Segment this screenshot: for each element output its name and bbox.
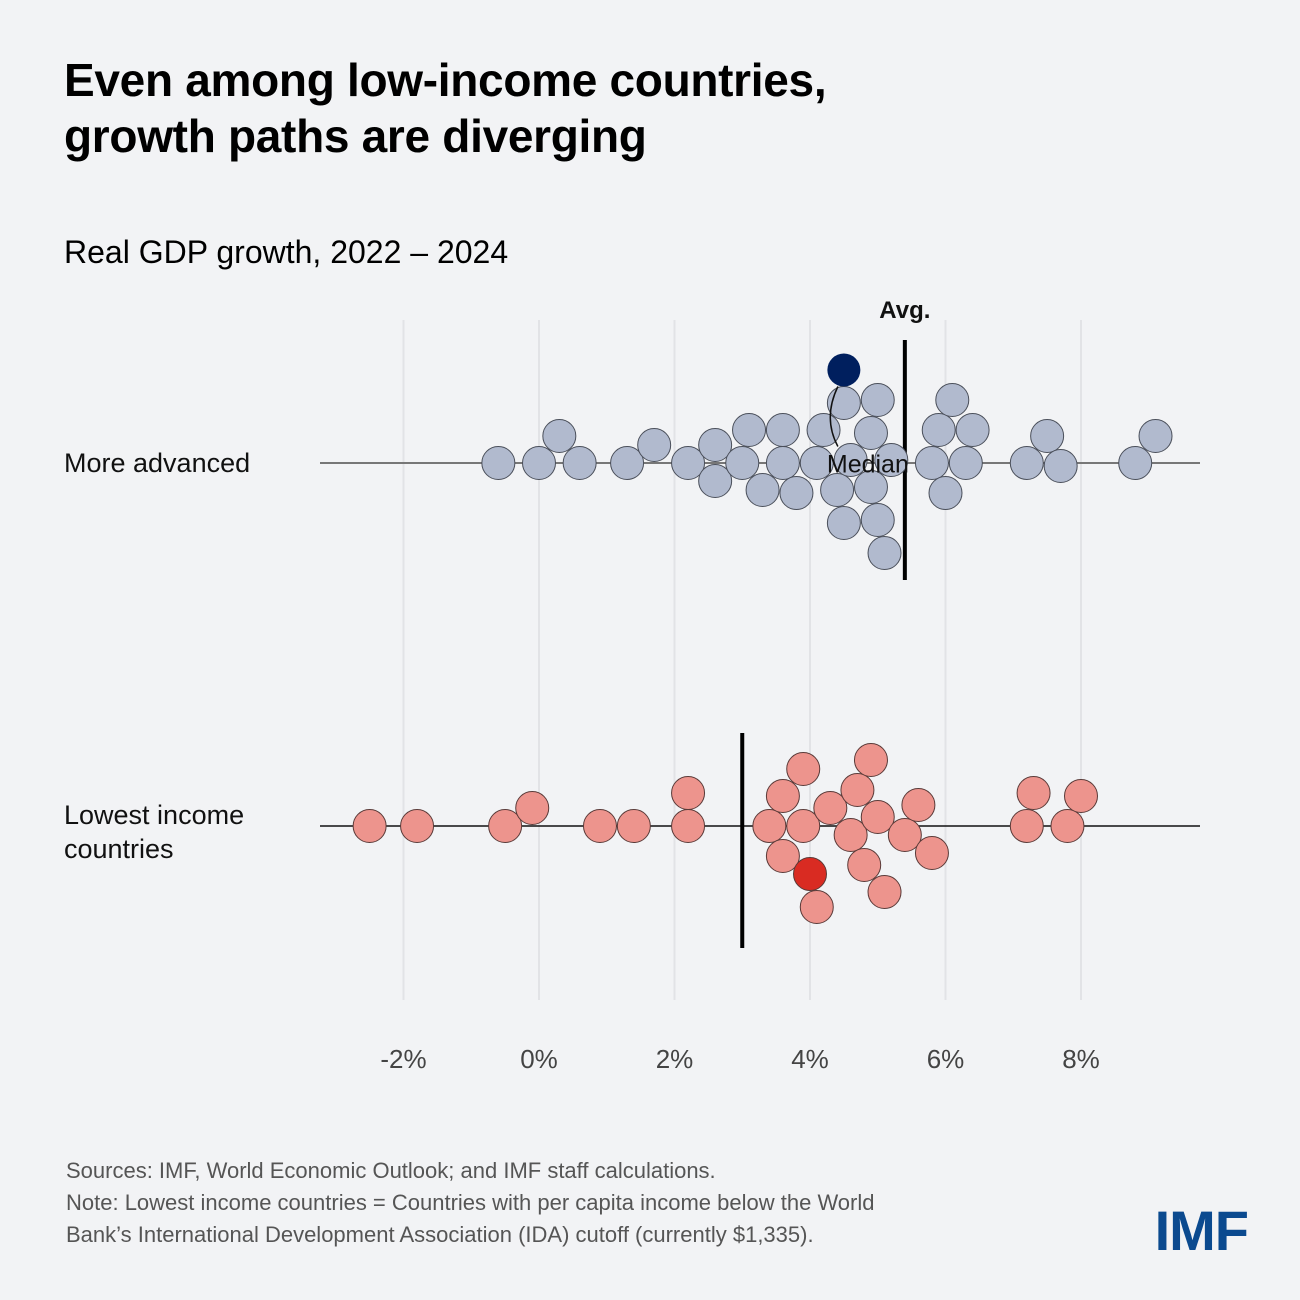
annotations: Avg. Median	[827, 297, 931, 479]
data-point-more-advanced	[921, 413, 956, 447]
definition-note-cont: Bank’s International Development Associa…	[66, 1222, 814, 1247]
data-point-more-advanced	[1118, 446, 1153, 480]
data-point-more-advanced	[1009, 446, 1044, 480]
row-label-line: More advanced	[64, 448, 251, 478]
x-tick-label: 8%	[1062, 1044, 1100, 1074]
row-label-more-advanced: More advanced	[64, 446, 250, 480]
chart-title-line: growth paths are diverging	[64, 110, 647, 162]
x-tick-label: 4%	[791, 1044, 829, 1074]
data-point-more-advanced	[698, 428, 733, 462]
data-point-more-advanced	[853, 470, 888, 504]
data-point-more-advanced	[562, 446, 597, 480]
data-point-lowest-income	[582, 809, 617, 843]
data-point-lowest-income	[765, 779, 800, 813]
data-point-more-advanced	[698, 464, 733, 498]
average-label: Avg.	[879, 297, 930, 324]
data-point-more-advanced	[860, 383, 895, 417]
data-point-lowest-income	[1050, 809, 1085, 843]
data-point-lowest-income	[860, 800, 895, 834]
data-point-lowest-income	[914, 836, 949, 870]
highlighted-data-point	[793, 857, 827, 891]
data-point-lowest-income	[813, 791, 848, 825]
data-point-lowest-income	[671, 776, 706, 810]
data-point-lowest-income	[847, 848, 882, 882]
data-point-more-advanced	[860, 503, 895, 537]
data-point-more-advanced	[867, 536, 902, 570]
data-point-more-advanced	[914, 446, 949, 480]
data-points	[352, 353, 1173, 924]
data-point-lowest-income	[833, 818, 868, 852]
data-point-more-advanced	[928, 476, 963, 510]
data-point-more-advanced	[820, 473, 855, 507]
data-point-more-advanced	[671, 446, 706, 480]
data-point-lowest-income	[1064, 779, 1098, 813]
footer-notes: Sources: IMF, World Economic Outlook; an…	[66, 1155, 1086, 1251]
data-point-more-advanced	[542, 419, 577, 453]
data-point-more-advanced	[833, 443, 868, 477]
data-point-lowest-income	[901, 788, 936, 822]
data-point-lowest-income	[853, 743, 888, 777]
median-dot	[827, 353, 861, 387]
data-point-lowest-income	[765, 839, 800, 873]
data-point-more-advanced	[637, 428, 672, 462]
data-point-more-advanced	[1030, 419, 1065, 453]
data-point-more-advanced	[806, 413, 841, 447]
data-point-more-advanced	[874, 443, 909, 477]
x-tick-label: 0%	[520, 1044, 558, 1074]
row-label-lowest-income: Lowest income countries	[64, 798, 244, 866]
data-point-lowest-income	[867, 875, 902, 909]
data-point-lowest-income	[400, 809, 435, 843]
data-point-lowest-income	[1009, 809, 1044, 843]
data-point-lowest-income	[887, 818, 922, 852]
data-point-more-advanced	[745, 473, 780, 507]
data-point-more-advanced	[853, 416, 888, 450]
data-point-lowest-income	[515, 791, 550, 825]
data-point-lowest-income	[786, 752, 821, 786]
data-point-lowest-income	[352, 809, 387, 843]
data-point-more-advanced	[826, 506, 861, 540]
data-point-lowest-income	[840, 773, 875, 807]
chart-title: Even among low-income countries, growth …	[64, 52, 1064, 164]
data-point-more-advanced	[948, 446, 983, 480]
x-tick-label: 6%	[927, 1044, 965, 1074]
row-label-line: Lowest income	[64, 800, 245, 830]
data-point-more-advanced	[779, 476, 814, 510]
data-point-more-advanced	[732, 413, 767, 447]
row-label-line: countries	[64, 834, 174, 864]
data-point-lowest-income	[671, 809, 706, 843]
data-point-more-advanced	[765, 446, 800, 480]
sources-note: Sources: IMF, World Economic Outlook; an…	[66, 1158, 716, 1183]
imf-logo: IMF	[1154, 1199, 1249, 1262]
x-axis-tick-labels: -2% 0% 2% 4% 6% 8%	[380, 1044, 1099, 1074]
baselines	[320, 462, 1200, 827]
data-point-more-advanced	[765, 413, 800, 447]
data-point-more-advanced	[935, 383, 970, 417]
median-leader-line	[829, 386, 839, 447]
data-point-lowest-income	[786, 809, 821, 843]
data-point-more-advanced	[725, 446, 760, 480]
data-point-more-advanced	[1138, 419, 1173, 453]
median-label: Median	[827, 451, 909, 479]
data-point-lowest-income	[616, 809, 651, 843]
chart-title-line: Even among low-income countries,	[64, 54, 827, 106]
x-tick-label: 2%	[656, 1044, 694, 1074]
x-tick-label: -2%	[380, 1044, 426, 1074]
data-point-more-advanced	[481, 446, 516, 480]
definition-note: Note: Lowest income countries = Countrie…	[66, 1190, 875, 1215]
data-point-lowest-income	[752, 809, 787, 843]
data-point-more-advanced	[1043, 449, 1078, 483]
chart-subtitle: Real GDP growth, 2022 – 2024	[64, 234, 509, 270]
data-point-more-advanced	[610, 446, 645, 480]
data-point-more-advanced	[522, 446, 556, 480]
data-point-lowest-income	[1016, 776, 1051, 810]
data-point-lowest-income	[488, 809, 523, 843]
data-point-lowest-income	[799, 890, 834, 924]
data-point-more-advanced	[799, 446, 834, 480]
data-point-more-advanced	[955, 413, 990, 447]
